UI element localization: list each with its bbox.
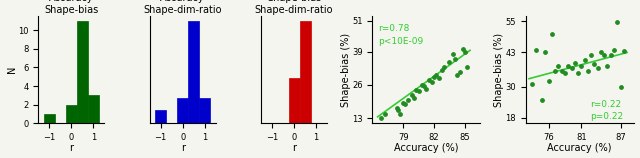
Point bbox=[434, 77, 444, 80]
Point bbox=[547, 33, 557, 35]
Point bbox=[395, 112, 405, 115]
Point bbox=[576, 64, 586, 67]
X-axis label: Accuracy (%): Accuracy (%) bbox=[547, 143, 612, 153]
Point bbox=[540, 51, 550, 54]
Point bbox=[566, 67, 577, 70]
Point bbox=[420, 87, 431, 90]
Point bbox=[447, 53, 458, 55]
Point bbox=[605, 54, 616, 56]
Text: r=0.22: r=0.22 bbox=[591, 100, 621, 109]
Bar bbox=[300, 21, 310, 123]
Point bbox=[589, 63, 600, 66]
Point bbox=[573, 72, 583, 75]
Bar bbox=[289, 78, 300, 123]
Point bbox=[554, 64, 564, 67]
Point bbox=[431, 73, 441, 76]
Point bbox=[616, 85, 626, 88]
Point bbox=[437, 68, 447, 71]
Bar bbox=[177, 98, 188, 123]
Text: p<10E-09: p<10E-09 bbox=[378, 37, 423, 46]
X-axis label: Accuracy (%): Accuracy (%) bbox=[394, 143, 459, 153]
Title: Accuracy
Shape-dim-ratio: Accuracy Shape-dim-ratio bbox=[143, 0, 222, 15]
Point bbox=[557, 70, 567, 72]
Point bbox=[527, 83, 538, 85]
Point bbox=[462, 66, 472, 68]
Point bbox=[593, 67, 603, 70]
Point bbox=[429, 76, 439, 79]
Point bbox=[619, 50, 629, 52]
Bar bbox=[77, 21, 88, 123]
Y-axis label: N: N bbox=[7, 66, 17, 73]
Point bbox=[543, 80, 554, 83]
X-axis label: r: r bbox=[180, 143, 185, 153]
Point bbox=[563, 64, 573, 67]
Point bbox=[439, 66, 449, 68]
Bar bbox=[188, 21, 199, 123]
Point bbox=[408, 96, 419, 99]
X-axis label: r: r bbox=[69, 143, 74, 153]
Point bbox=[560, 72, 570, 75]
Point bbox=[417, 84, 427, 86]
Bar bbox=[156, 110, 166, 123]
Point bbox=[398, 101, 408, 104]
Point bbox=[400, 103, 410, 105]
Point bbox=[392, 107, 403, 109]
Point bbox=[419, 85, 429, 87]
Bar bbox=[66, 105, 77, 123]
Point bbox=[602, 64, 612, 67]
Text: p=0.22: p=0.22 bbox=[591, 112, 623, 122]
Point bbox=[406, 94, 417, 96]
Point bbox=[376, 116, 386, 119]
Point bbox=[427, 81, 437, 84]
Point bbox=[531, 49, 541, 51]
Y-axis label: Shape-bias (%): Shape-bias (%) bbox=[340, 32, 351, 107]
Title: Shape-bias
Shape-dim-ratio: Shape-bias Shape-dim-ratio bbox=[255, 0, 333, 15]
Point bbox=[403, 99, 413, 101]
Point bbox=[579, 59, 589, 62]
Point bbox=[393, 109, 403, 112]
Point bbox=[454, 71, 465, 73]
Point bbox=[380, 113, 390, 115]
Point bbox=[612, 21, 622, 24]
Point bbox=[599, 54, 609, 56]
Point bbox=[609, 49, 619, 51]
Point bbox=[410, 89, 420, 91]
Title: Accuracy
Shape-bias: Accuracy Shape-bias bbox=[44, 0, 99, 15]
Point bbox=[413, 90, 424, 93]
Point bbox=[537, 98, 547, 101]
Point bbox=[570, 62, 580, 64]
Point bbox=[596, 51, 606, 54]
Point bbox=[444, 61, 454, 63]
Point bbox=[586, 54, 596, 56]
Point bbox=[550, 70, 560, 72]
Bar bbox=[44, 114, 55, 123]
Text: r=0.78: r=0.78 bbox=[378, 24, 409, 33]
X-axis label: r: r bbox=[292, 143, 296, 153]
Point bbox=[583, 70, 593, 72]
Y-axis label: Shape-bias (%): Shape-bias (%) bbox=[494, 32, 504, 107]
Bar bbox=[199, 98, 210, 123]
Point bbox=[424, 79, 434, 81]
Point bbox=[458, 48, 468, 50]
Point bbox=[449, 58, 460, 61]
Bar bbox=[88, 95, 99, 123]
Point bbox=[460, 50, 470, 53]
Point bbox=[452, 73, 462, 76]
